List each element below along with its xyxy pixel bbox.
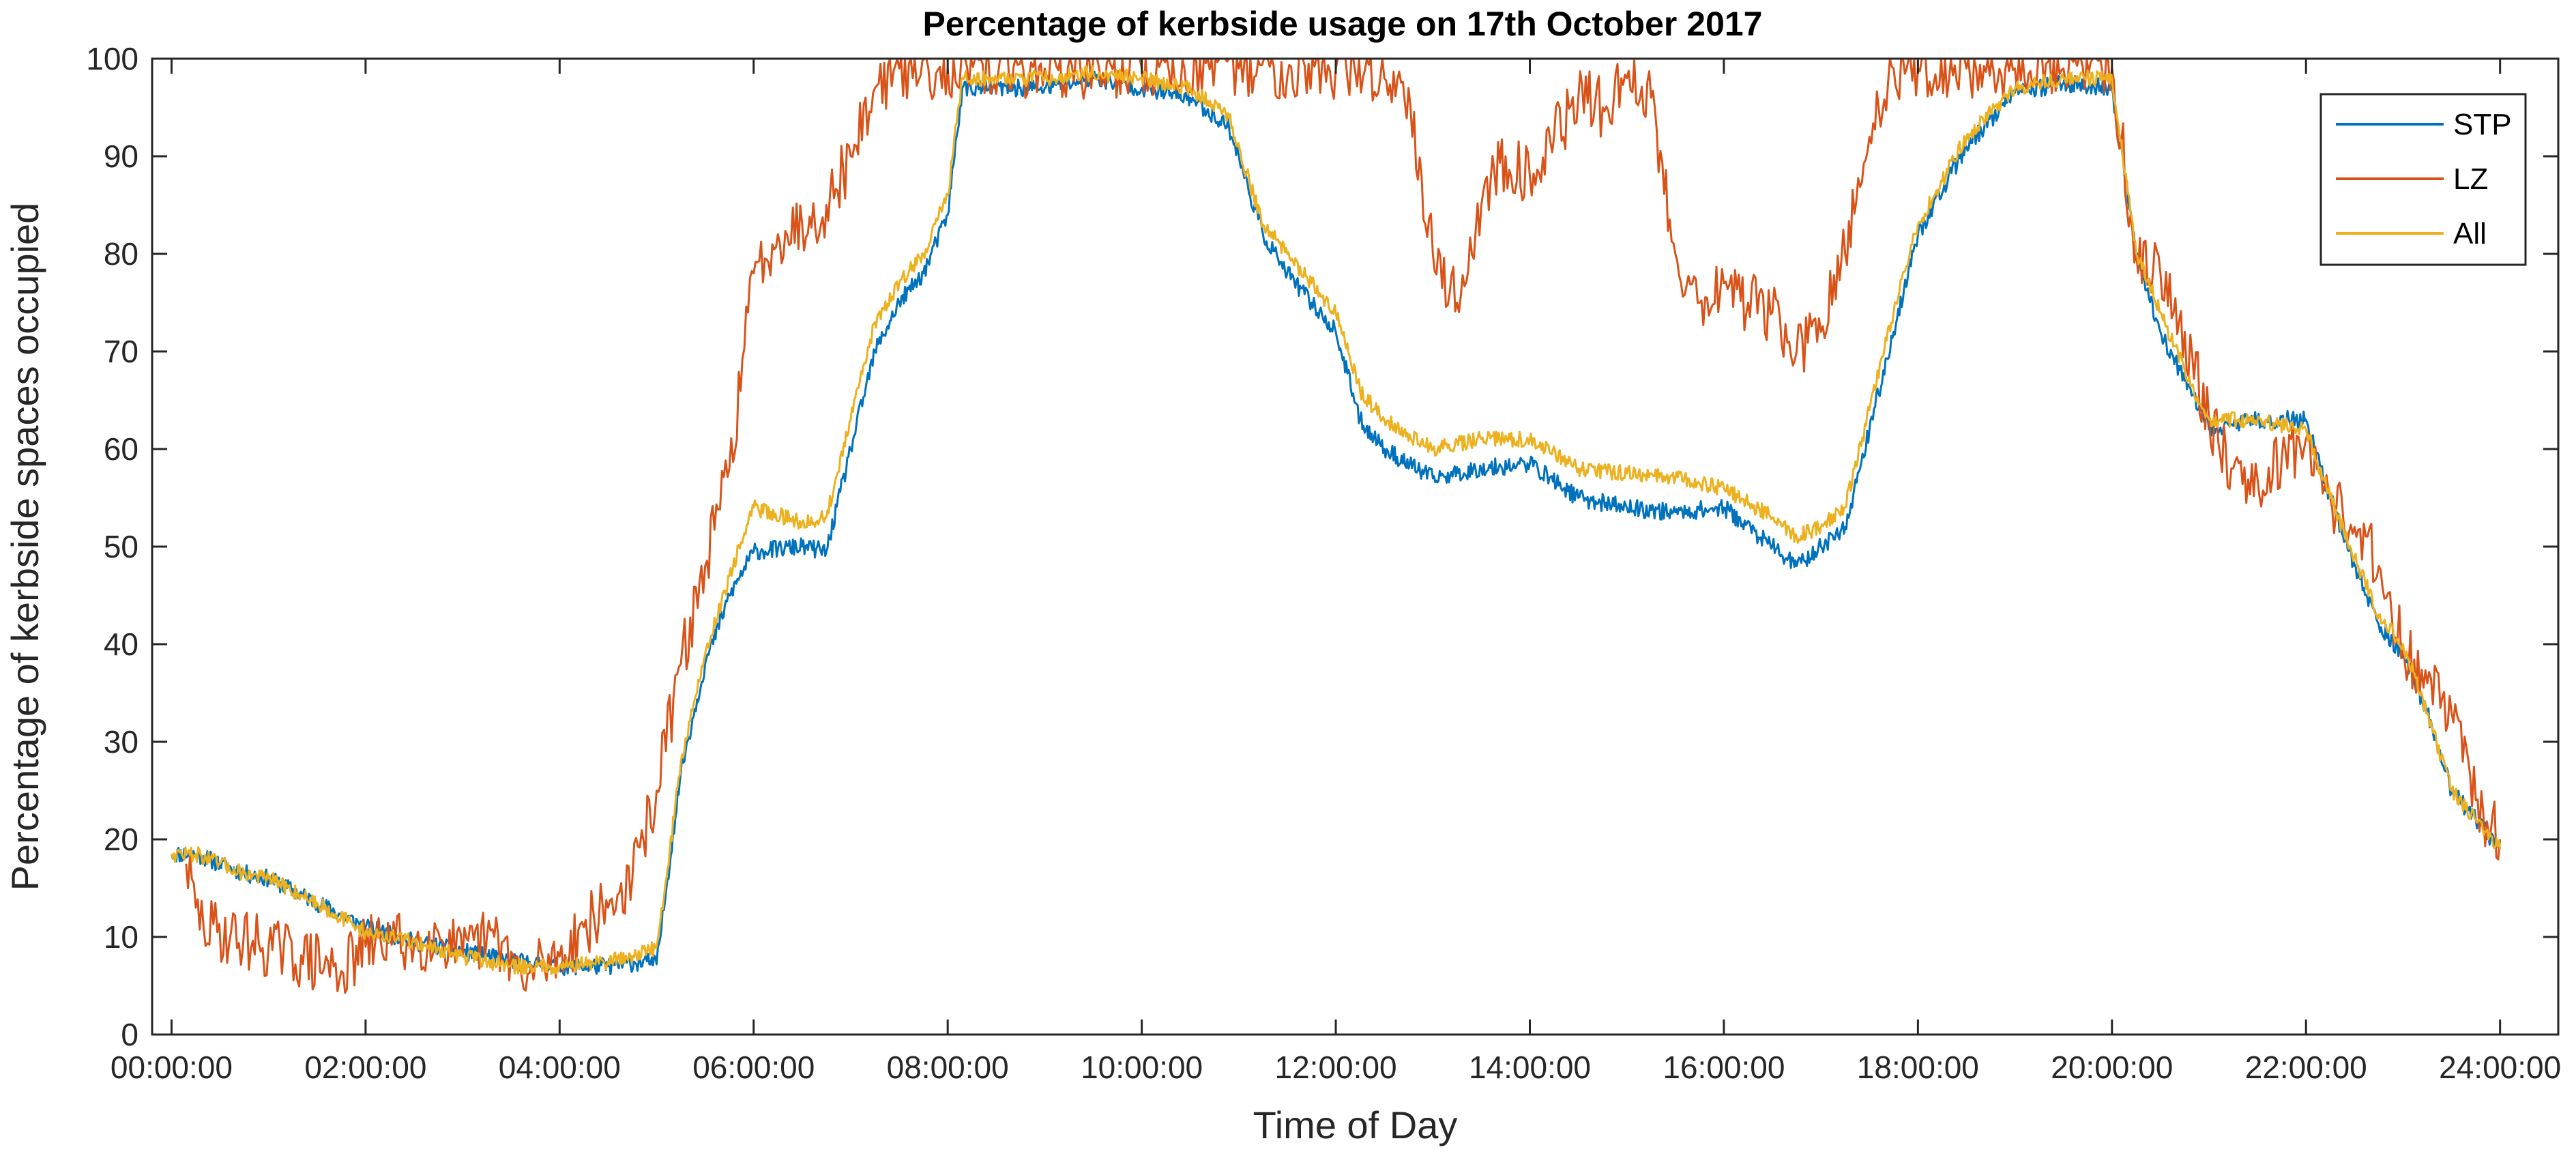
y-tick-label: 60 bbox=[104, 431, 138, 467]
y-tick-label: 90 bbox=[104, 139, 138, 174]
y-tick-label: 70 bbox=[104, 334, 138, 369]
y-tick-label: 30 bbox=[104, 724, 138, 760]
y-axis: 0 10 20 30 40 50 60 70 80 90 100 bbox=[86, 41, 2558, 1052]
series-line-all bbox=[170, 65, 2502, 975]
chart-title: Percentage of kerbside usage on 17th Oct… bbox=[922, 5, 1762, 43]
y-tick-label: 80 bbox=[104, 236, 138, 272]
y-tick-label: 50 bbox=[104, 529, 138, 564]
x-tick-label: 24:00:00 bbox=[2439, 1050, 2561, 1085]
x-tick-label: 16:00:00 bbox=[1663, 1050, 1785, 1085]
legend-label-all: All bbox=[2453, 217, 2487, 250]
x-tick-label: 04:00:00 bbox=[499, 1050, 621, 1085]
y-axis-label: Percentage of kerbside spaces occupied bbox=[3, 203, 46, 891]
x-axis: 00:00:00 02:00:00 04:00:00 06:00:00 08:00:00… bbox=[111, 59, 2561, 1085]
y-tick-label: 100 bbox=[86, 41, 138, 76]
x-tick-label: 10:00:00 bbox=[1081, 1050, 1203, 1085]
x-tick-label: 20:00:00 bbox=[2051, 1050, 2173, 1085]
x-tick-label: 02:00:00 bbox=[304, 1050, 426, 1085]
x-tick-label: 12:00:00 bbox=[1275, 1050, 1397, 1085]
y-tick-label: 0 bbox=[121, 1017, 138, 1052]
legend: STP LZ All bbox=[2319, 93, 2527, 266]
x-axis-label: Time of Day bbox=[1253, 1103, 1458, 1146]
x-tick-label: 00:00:00 bbox=[111, 1050, 233, 1085]
x-tick-label: 06:00:00 bbox=[692, 1050, 815, 1085]
legend-label-lz: LZ bbox=[2453, 162, 2488, 196]
plot-area: 00:00:00 02:00:00 04:00:00 06:00:00 08:00:00… bbox=[86, 41, 2561, 1085]
y-tick-label: 20 bbox=[104, 822, 138, 857]
x-tick-label: 22:00:00 bbox=[2245, 1050, 2367, 1085]
x-tick-label: 14:00:00 bbox=[1469, 1050, 1591, 1085]
legend-label-stp: STP bbox=[2453, 108, 2512, 141]
x-tick-label: 08:00:00 bbox=[887, 1050, 1009, 1085]
y-tick-label: 40 bbox=[104, 626, 138, 662]
x-tick-label: 18:00:00 bbox=[1857, 1050, 1979, 1085]
y-tick-label: 10 bbox=[104, 919, 138, 955]
